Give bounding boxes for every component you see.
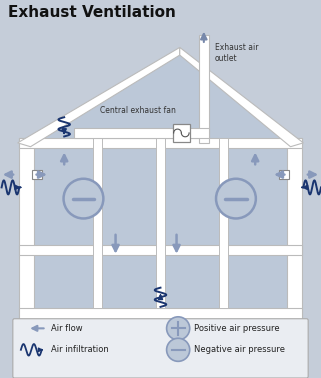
Circle shape <box>216 179 256 218</box>
Bar <box>16 319 37 333</box>
Text: Central exhaust fan: Central exhaust fan <box>100 106 175 115</box>
Circle shape <box>167 338 190 361</box>
Bar <box>199 35 209 143</box>
Bar <box>172 124 190 142</box>
Bar <box>19 138 302 319</box>
Bar <box>156 138 165 308</box>
Bar <box>19 245 302 255</box>
Circle shape <box>167 317 190 340</box>
Bar <box>74 128 209 138</box>
Bar <box>219 138 228 308</box>
Polygon shape <box>180 47 303 147</box>
Bar <box>19 308 302 319</box>
Bar <box>19 138 302 148</box>
Bar <box>93 138 102 308</box>
Text: Positive air pressure: Positive air pressure <box>194 324 280 333</box>
Text: Air flow: Air flow <box>51 324 83 333</box>
Bar <box>287 138 302 319</box>
Polygon shape <box>34 51 287 143</box>
Bar <box>279 170 289 180</box>
Bar <box>19 138 34 319</box>
Text: Exhaust Ventilation: Exhaust Ventilation <box>8 5 176 20</box>
Text: Exhaust air
outlet: Exhaust air outlet <box>215 43 259 64</box>
Bar <box>284 319 305 333</box>
Circle shape <box>64 179 103 218</box>
Polygon shape <box>18 47 180 147</box>
Text: Air infiltration: Air infiltration <box>51 345 109 354</box>
Bar <box>32 170 42 180</box>
FancyBboxPatch shape <box>13 319 308 378</box>
Text: Negative air pressure: Negative air pressure <box>194 345 285 354</box>
